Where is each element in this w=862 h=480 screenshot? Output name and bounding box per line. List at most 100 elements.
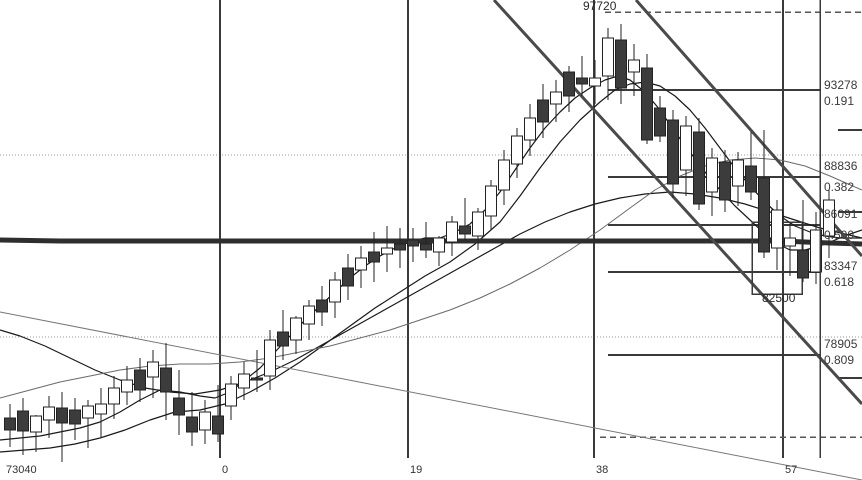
- candle-53: [692, 118, 706, 210]
- candle-body: [250, 377, 264, 381]
- candle-31: [406, 228, 420, 262]
- candle-body: [263, 339, 277, 377]
- candle-body: [796, 249, 810, 279]
- candle-60: [783, 222, 797, 276]
- candle-body: [94, 403, 108, 415]
- candle-1: [16, 398, 30, 455]
- candle-20: [263, 330, 277, 390]
- candle-body: [770, 209, 784, 249]
- candle-44: [575, 56, 589, 96]
- candle-23: [302, 300, 316, 340]
- candle-body: [627, 59, 641, 73]
- candle-38: [497, 150, 511, 205]
- candle-body: [198, 411, 212, 431]
- candle-body: [510, 135, 524, 165]
- candle-body: [146, 361, 160, 378]
- candle-45: [588, 60, 602, 104]
- candle-body: [81, 405, 95, 419]
- candle-47: [614, 24, 628, 104]
- candle-body: [536, 99, 550, 123]
- candle-42: [549, 80, 563, 122]
- candle-2: [29, 415, 43, 452]
- candle-body: [562, 71, 576, 97]
- channel-upper: [492, 0, 862, 406]
- candle-body: [211, 415, 225, 435]
- price-label-88836: 88836: [824, 159, 858, 173]
- price-label-86091: 86091: [824, 207, 858, 221]
- candle-body: [484, 185, 498, 217]
- candle-27: [354, 246, 368, 288]
- candle-12: [159, 343, 173, 420]
- candle-body: [224, 383, 238, 407]
- x-axis-tick-57: 57: [785, 464, 798, 476]
- candle-body: [68, 409, 82, 425]
- candle-30: [393, 228, 407, 268]
- candle-body: [809, 229, 823, 273]
- candle-body: [445, 221, 459, 243]
- candle-body: [120, 379, 134, 393]
- x-axis-start-label: 73040: [6, 464, 37, 476]
- candle-0: [3, 404, 17, 447]
- candle-body: [341, 267, 355, 287]
- candle-32: [419, 222, 433, 258]
- price-label-83347: 83347: [824, 259, 858, 273]
- candle-6: [81, 400, 95, 448]
- candle-body: [172, 397, 186, 416]
- candle-25: [328, 272, 342, 318]
- candle-body: [653, 107, 667, 137]
- candle-13: [172, 370, 186, 435]
- candle-63: [822, 190, 836, 258]
- candle-9: [120, 366, 134, 405]
- candle-17: [224, 376, 238, 420]
- candle-21: [276, 310, 290, 360]
- price-label-78905: 78905: [824, 337, 858, 351]
- candle-body: [133, 369, 147, 391]
- candle-56: [731, 152, 745, 206]
- candle-39: [510, 128, 524, 178]
- candle-36: [471, 208, 485, 250]
- candle-body: [289, 317, 303, 341]
- candle-body: [471, 211, 485, 237]
- candle-body: [757, 177, 771, 253]
- candle-10: [133, 358, 147, 402]
- candle-body: [3, 417, 17, 431]
- fib-ratio-0500: 0.500: [824, 228, 855, 242]
- candle-body: [276, 331, 290, 347]
- candle-body: [822, 199, 836, 237]
- candle-62: [809, 212, 823, 284]
- candle-body: [237, 373, 251, 389]
- candle-18: [237, 362, 251, 400]
- x-axis-tick-0: 0: [222, 464, 229, 476]
- candle-50: [653, 96, 667, 142]
- candle-28: [367, 232, 381, 282]
- candle-11: [146, 350, 160, 398]
- candle-body: [354, 257, 368, 271]
- candle-body: [601, 37, 615, 77]
- candle-54: [705, 148, 719, 216]
- candle-body: [588, 77, 602, 87]
- candle-43: [562, 66, 576, 112]
- x-axis-tick-38: 38: [596, 464, 609, 476]
- candle-48: [627, 44, 641, 96]
- candle-body: [328, 279, 342, 303]
- fib-ratio-0382: 0.382: [824, 180, 855, 194]
- candle-8: [107, 376, 121, 419]
- candle-26: [341, 254, 355, 300]
- candle-body: [497, 159, 511, 191]
- ma-slow: [0, 191, 862, 395]
- candle-body: [55, 407, 69, 424]
- candle-body: [185, 416, 199, 433]
- candle-59: [770, 200, 784, 270]
- candle-body: [302, 305, 316, 325]
- candle-55: [718, 150, 732, 212]
- candle-body: [614, 39, 628, 89]
- ma-long: [0, 157, 862, 399]
- candle-24: [315, 286, 329, 326]
- candle-40: [523, 104, 537, 156]
- support-rising: [0, 311, 862, 480]
- candle-57: [744, 132, 758, 200]
- candle-51: [666, 110, 680, 198]
- candle-body: [744, 165, 758, 193]
